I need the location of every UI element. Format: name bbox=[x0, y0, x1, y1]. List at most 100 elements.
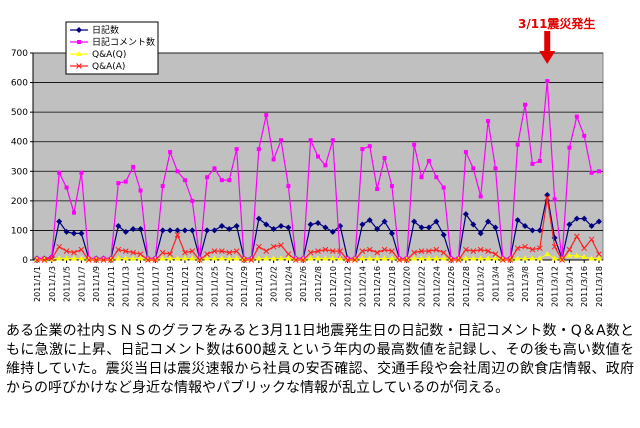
data-point-comment bbox=[116, 181, 121, 186]
x-tick-label: 2011/3/18 bbox=[595, 266, 604, 307]
data-point-diary bbox=[329, 228, 336, 235]
data-point-diary bbox=[226, 225, 233, 232]
x-tick-label: 2011/2/24 bbox=[432, 266, 441, 307]
x-tick-label: 2011/1/15 bbox=[137, 266, 146, 307]
data-point-diary bbox=[374, 225, 381, 232]
data-point-qa-a bbox=[344, 257, 351, 263]
data-point-diary bbox=[462, 211, 469, 218]
x-tick-label: 2011/1/11 bbox=[107, 266, 116, 307]
chart-area: 0 100 200 300 400 500 600 700 2011/1/1 2011/1/3 20… bbox=[11, 17, 604, 307]
data-point-comment bbox=[597, 169, 601, 174]
legend-label-2: Q&A(Q) bbox=[92, 50, 126, 60]
legend-marker bbox=[76, 63, 82, 69]
x-tick-label: 2011/2/18 bbox=[388, 266, 397, 307]
data-point-qa-a bbox=[115, 246, 122, 253]
data-point-comment bbox=[138, 188, 143, 193]
data-point-diary bbox=[115, 222, 122, 229]
data-point-qa-a bbox=[56, 243, 63, 250]
data-point-qa-a bbox=[174, 232, 181, 238]
data-point-qa-a bbox=[381, 246, 388, 253]
data-point-qa-a bbox=[359, 248, 366, 254]
data-point-comment bbox=[279, 138, 284, 143]
data-point-qa-a bbox=[48, 255, 55, 262]
legend-marker bbox=[77, 40, 81, 44]
data-point-qa-a bbox=[233, 248, 240, 254]
data-point-qa-q bbox=[425, 255, 432, 261]
data-point-qa-a bbox=[366, 246, 373, 253]
data-point-qa-a bbox=[596, 251, 602, 257]
data-point-comment bbox=[256, 147, 261, 152]
data-point-diary bbox=[573, 215, 580, 222]
data-point-comment bbox=[567, 145, 572, 150]
data-point-diary bbox=[322, 224, 329, 231]
data-point-comment bbox=[308, 138, 313, 143]
data-point-qa-q bbox=[477, 255, 484, 261]
data-point-diary bbox=[204, 227, 211, 234]
data-point-comment bbox=[589, 170, 594, 175]
data-point-qa-a bbox=[85, 257, 92, 263]
x-tick-label: 2011/3/4 bbox=[491, 266, 500, 302]
x-tick-label: 2011/3/16 bbox=[580, 266, 589, 307]
data-point-diary bbox=[159, 227, 166, 234]
data-point-qa-a bbox=[108, 257, 114, 263]
data-point-qa-q bbox=[337, 255, 344, 261]
x-tick-label: 2011/1/29 bbox=[240, 266, 249, 307]
y-tick-label: 100 bbox=[11, 226, 28, 236]
data-point-diary bbox=[218, 222, 225, 229]
data-point-comment bbox=[219, 178, 224, 183]
data-point-qa-q bbox=[388, 255, 395, 261]
x-tick-label: 2011/2/4 bbox=[284, 266, 293, 302]
x-tick-label: 2011/2/22 bbox=[418, 266, 427, 307]
data-point-comment bbox=[367, 144, 372, 149]
x-tick-label: 2011/3/6 bbox=[506, 266, 515, 302]
data-point-qa-q bbox=[573, 252, 580, 258]
data-point-comment bbox=[360, 147, 365, 152]
data-point-diary bbox=[411, 218, 418, 225]
data-point-diary bbox=[485, 218, 492, 225]
data-point-comment bbox=[323, 163, 328, 168]
data-point-qa-a bbox=[492, 251, 499, 257]
data-point-qa-a bbox=[551, 243, 558, 250]
data-point-comment bbox=[205, 175, 210, 180]
data-point-qa-q bbox=[485, 255, 492, 261]
data-point-qa-a bbox=[122, 248, 129, 254]
data-point-qa-a bbox=[374, 249, 381, 256]
data-point-diary bbox=[359, 221, 366, 228]
data-point-qa-q bbox=[411, 255, 418, 261]
data-point-qa-q bbox=[366, 255, 373, 261]
data-point-diary bbox=[189, 227, 196, 234]
data-point-qa-a bbox=[93, 257, 100, 263]
data-point-qa-a bbox=[278, 242, 284, 249]
data-point-qa-q bbox=[470, 255, 477, 261]
data-point-comment bbox=[271, 157, 276, 162]
data-point-comment bbox=[419, 175, 424, 180]
x-tick-label: 2011/1/19 bbox=[166, 266, 175, 307]
data-point-qa-q bbox=[278, 255, 285, 261]
data-point-diary bbox=[596, 218, 602, 225]
data-point-qa-a bbox=[137, 251, 144, 257]
data-point-qa-q bbox=[418, 255, 425, 261]
data-point-qa-q bbox=[440, 255, 447, 261]
data-point-comment bbox=[131, 164, 136, 169]
data-point-comment bbox=[330, 138, 335, 143]
data-point-qa-q bbox=[255, 255, 262, 261]
legend-label-3: Q&A(A) bbox=[92, 62, 125, 72]
data-point-qa-a bbox=[63, 248, 70, 254]
data-point-diary bbox=[211, 227, 218, 234]
data-point-qa-q bbox=[581, 254, 588, 260]
x-tick-label: 2011/3/2 bbox=[477, 266, 486, 302]
data-point-diary bbox=[470, 221, 477, 228]
y-tick-label: 600 bbox=[11, 79, 28, 89]
data-point-qa-q bbox=[536, 255, 543, 261]
data-point-qa-q bbox=[462, 255, 469, 261]
data-point-qa-a bbox=[485, 248, 491, 254]
data-point-comment bbox=[426, 158, 431, 163]
data-point-comment bbox=[412, 142, 417, 147]
data-point-qa-a bbox=[455, 257, 462, 263]
data-point-comment bbox=[182, 178, 187, 183]
data-point-qa-a bbox=[389, 248, 395, 254]
data-point-diary bbox=[56, 218, 63, 225]
data-point-diary bbox=[70, 230, 77, 237]
data-point-qa-a bbox=[396, 257, 403, 263]
data-point-qa-a bbox=[270, 243, 277, 250]
